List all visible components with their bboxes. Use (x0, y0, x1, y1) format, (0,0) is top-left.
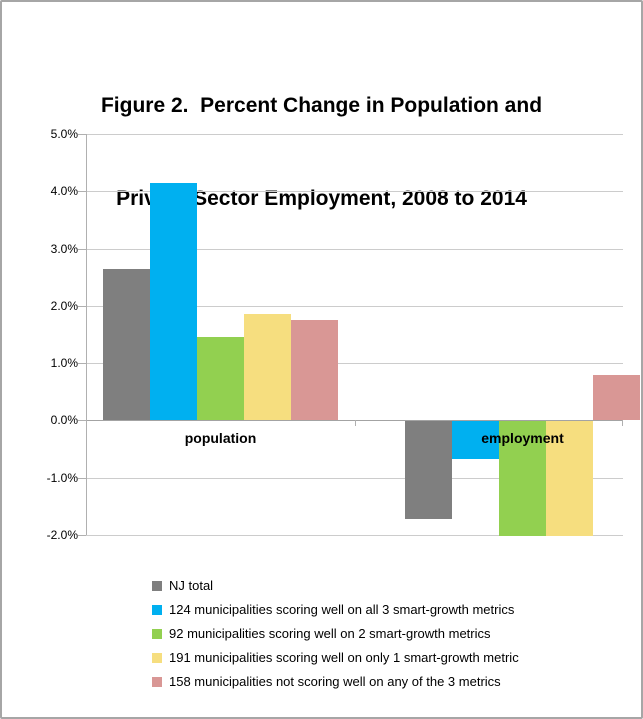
y-axis-line (86, 134, 87, 535)
y-axis-label: 2.0% (50, 298, 78, 313)
y-axis-label: 3.0% (50, 241, 78, 256)
gridline (86, 305, 623, 307)
legend-swatch-icon (152, 629, 162, 639)
bar-employment-series1 (452, 421, 499, 459)
legend-item: 191 municipalities scoring well on only … (152, 651, 519, 665)
bar-employment-series4 (593, 374, 640, 421)
legend-swatch-icon (152, 677, 162, 687)
legend-label: 124 municipalities scoring well on all 3… (169, 602, 515, 617)
category-axis-tick (355, 420, 356, 427)
legend-label: 158 municipalities not scoring well on a… (169, 674, 501, 689)
gridline (86, 535, 623, 536)
category-label-population: population (184, 430, 257, 447)
category-label-employment: employment (481, 430, 564, 447)
legend-label: 92 municipalities scoring well on 2 smar… (169, 626, 491, 641)
bar-population-series3 (244, 314, 291, 421)
bar-employment-series2 (499, 421, 546, 536)
gridline (86, 134, 623, 135)
legend-label: NJ total (169, 578, 214, 593)
y-axis-label: -2.0% (46, 528, 78, 542)
legend-item: 158 municipalities not scoring well on a… (152, 675, 519, 689)
y-axis-tick (78, 535, 86, 536)
legend-label: 191 municipalities scoring well on only … (169, 650, 519, 665)
y-axis-tick (78, 420, 86, 422)
bar-population-series2 (197, 337, 244, 421)
legend-item: 92 municipalities scoring well on 2 smar… (152, 627, 519, 641)
gridline (86, 248, 623, 250)
y-axis-tick (78, 477, 86, 479)
plot-area: 5.0% 4.0% 3.0% 2.0% 1.0% 0.0% -1.0% -2.0% popula… (47, 127, 640, 542)
chart-title-line1: Figure 2. Percent Change in Population a… (100, 94, 543, 117)
y-axis-label: 1.0% (50, 356, 78, 371)
bar-employment-series0 (405, 421, 452, 519)
gridline (86, 191, 623, 193)
gridline (86, 477, 623, 479)
y-axis-label: 0.0% (50, 413, 78, 428)
y-axis-label: -1.0% (46, 470, 78, 485)
y-axis-label: 5.0% (50, 127, 78, 141)
y-axis-tick (78, 363, 86, 365)
legend-item: 124 municipalities scoring well on all 3… (152, 603, 519, 617)
y-axis-tick (78, 248, 86, 250)
bar-population-series1 (150, 182, 197, 421)
y-axis-label: 4.0% (50, 184, 78, 199)
y-axis-tick (78, 134, 86, 135)
y-axis-tick (78, 191, 86, 193)
legend-item: NJ total (152, 579, 519, 593)
legend-swatch-icon (152, 581, 162, 591)
legend: NJ total 124 municipalities scoring well … (152, 579, 519, 699)
zero-axis-line (86, 420, 623, 422)
bar-population-series4 (291, 320, 338, 421)
gridline (86, 363, 623, 365)
legend-swatch-icon (152, 605, 162, 615)
y-axis-tick (78, 305, 86, 307)
category-axis-tick (86, 420, 87, 427)
bar-employment-series3 (546, 421, 593, 536)
legend-swatch-icon (152, 653, 162, 663)
bar-population-series0 (103, 268, 150, 421)
category-axis-tick (622, 420, 623, 427)
